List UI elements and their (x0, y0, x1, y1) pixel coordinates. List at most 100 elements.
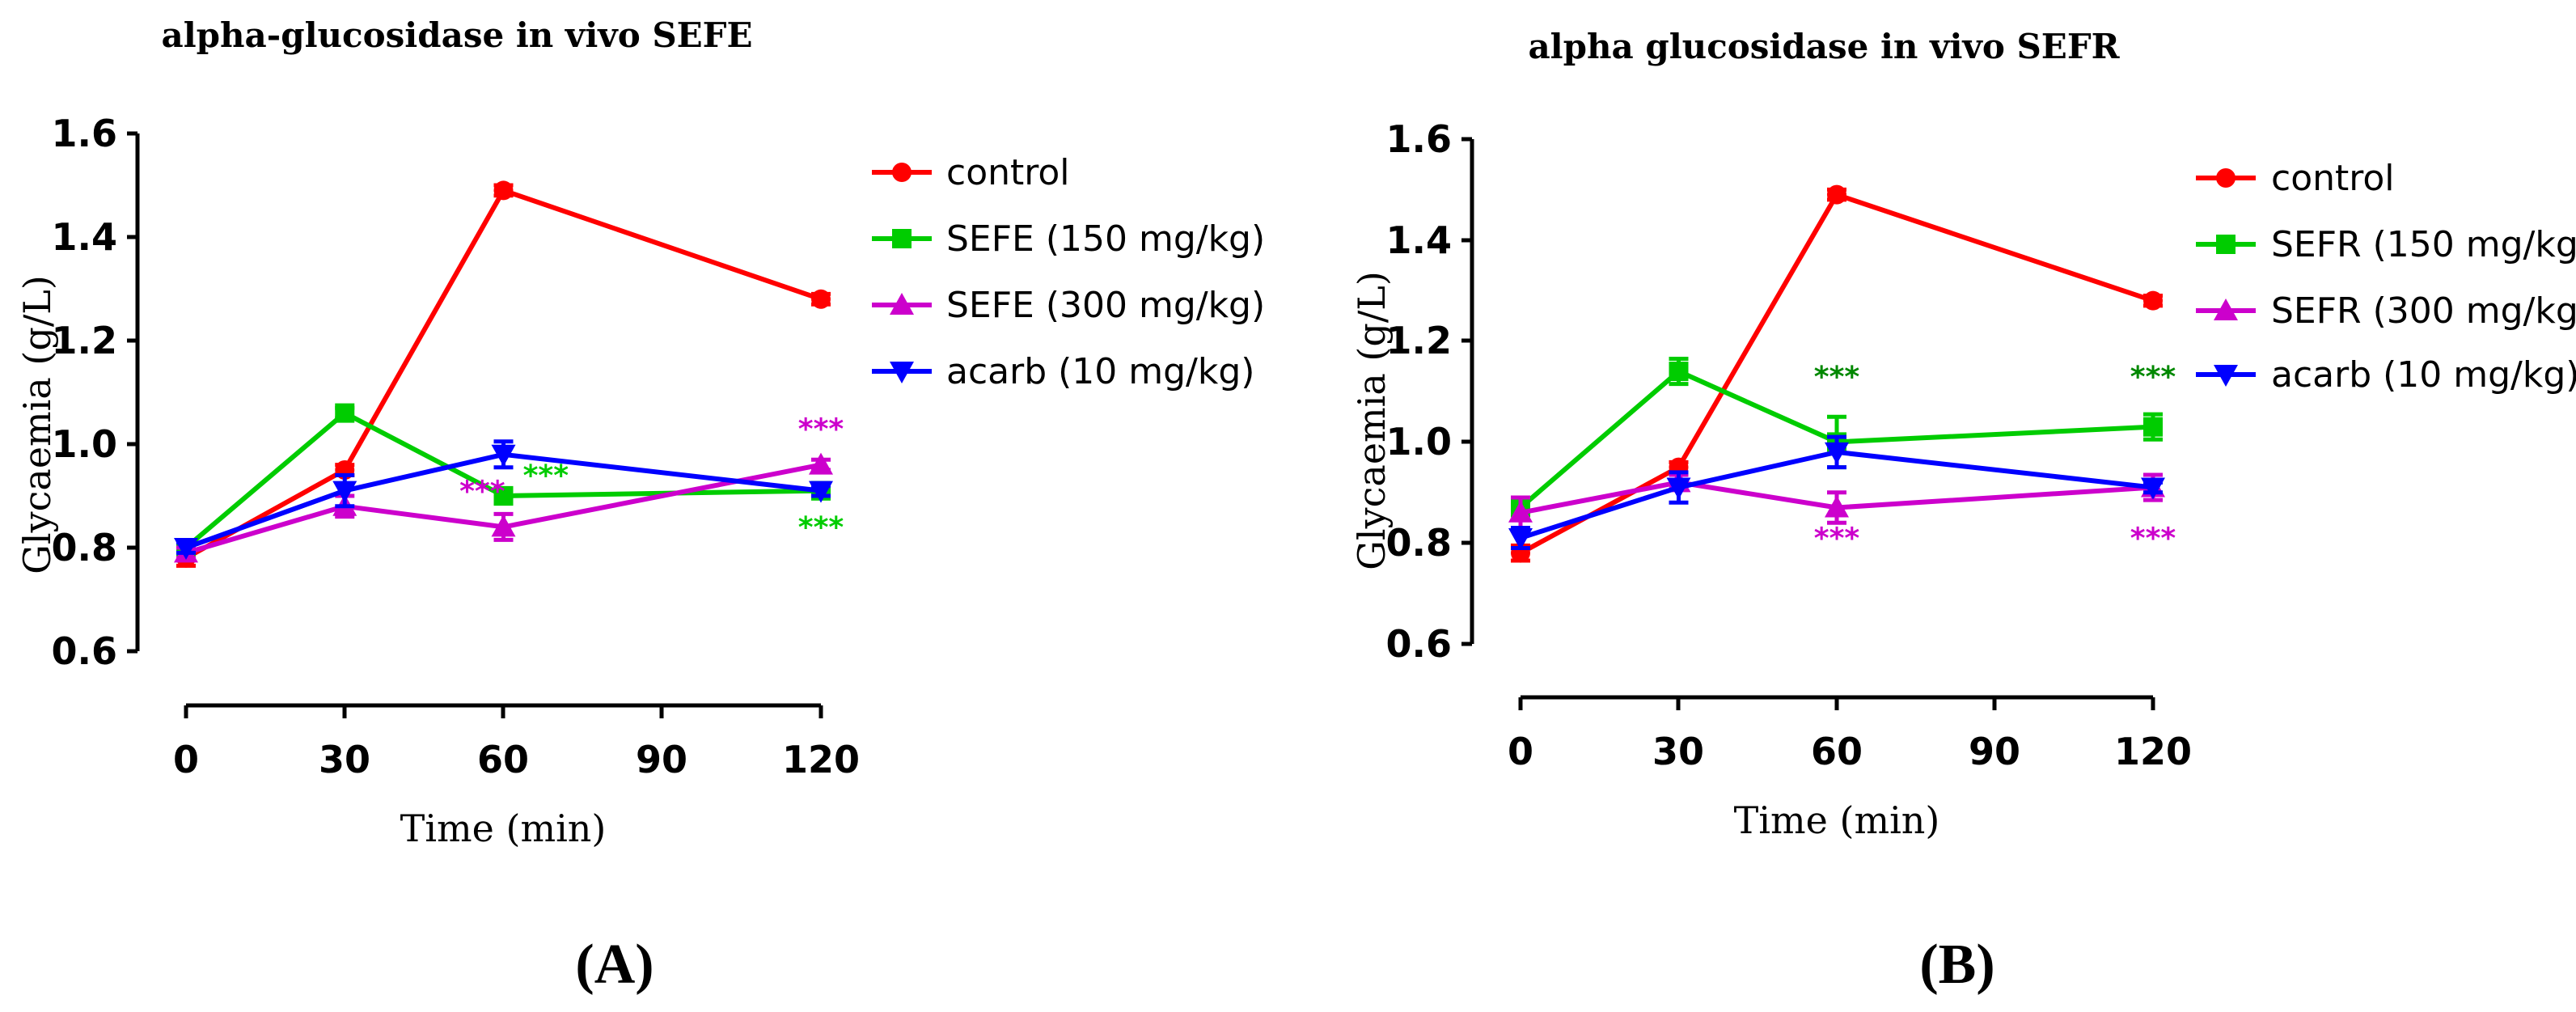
series-acarb-10-mg-kg (174, 439, 833, 560)
y-tick-label: 1.0 (1386, 420, 1453, 464)
legend-item-acarb: acarb (10 mg/kg) (2196, 354, 2576, 396)
data-point-acarb-10-mg-kg-0 (1508, 527, 1533, 550)
chart-title: alpha glucosidase in vivo SEFR (1528, 27, 2120, 66)
data-point-control-120 (811, 289, 831, 309)
x-tick-label: 60 (477, 738, 529, 781)
series-line (184, 188, 822, 561)
series-layer: *** *** *** *** (174, 180, 844, 568)
legend-marker-triangle-up (2214, 299, 2238, 320)
data-point-sefr-150-mg-kg-120 (2143, 417, 2163, 437)
data-point-sefr-300-mg-kg-60 (1825, 495, 1849, 518)
x-axis-label: Time (min) (400, 807, 607, 850)
x-ticks: 0 30 60 90 120 (1508, 697, 2192, 773)
series-line (1520, 449, 2154, 540)
chart-title: alpha-glucosidase in vivo SEFE (161, 15, 752, 55)
legend-label: control (2271, 158, 2395, 199)
legend-marker-triangle-up (890, 293, 914, 315)
legend-marker-square (2216, 235, 2235, 254)
series-acarb-10-mg-kg (1508, 434, 2165, 550)
legend-marker-triangle-down (2214, 365, 2238, 387)
series-line (1520, 480, 2154, 515)
legend-item-sefr-150: SEFR (150 mg/kg) (2196, 224, 2576, 265)
y-ticks: 0.6 0.8 1.0 1.2 1.4 1.6 (1386, 117, 1472, 666)
x-tick-label: 0 (173, 738, 199, 781)
significance-annotation: *** (523, 459, 569, 493)
x-tick-label: 120 (2114, 730, 2192, 773)
data-point-control-120 (2143, 290, 2163, 311)
series-control (176, 180, 831, 568)
data-point-acarb-10-mg-kg-0 (174, 538, 198, 560)
y-ticks: 0.6 0.8 1.0 1.2 1.4 1.6 (52, 112, 137, 673)
data-point-sefe-150-mg-kg-60 (493, 486, 514, 506)
x-tick-label: 0 (1508, 730, 1533, 773)
legend-label: SEFE (300 mg/kg) (946, 285, 1265, 326)
x-tick-label: 90 (1969, 730, 2020, 773)
series-line (185, 462, 822, 556)
legend-item-control: control (2196, 158, 2395, 199)
legend: control SEFR (150 mg/kg) SEFR (300 mg/kg… (2196, 158, 2576, 396)
significance-annotation: *** (1814, 522, 1860, 555)
legend-item-sefe-300: SEFE (300 mg/kg) (872, 285, 1265, 326)
y-tick-label: 1.2 (1386, 319, 1453, 362)
data-point-control-60 (1827, 184, 1846, 205)
data-point-acarb-10-mg-kg-60 (491, 444, 516, 467)
y-tick-label: 1.2 (52, 319, 118, 362)
y-axis-label: Glycaemia (g/L) (15, 275, 59, 574)
data-point-sefe-150-mg-kg-30 (335, 403, 355, 423)
data-point-control-60 (493, 180, 514, 201)
significance-annotation: *** (2130, 522, 2176, 555)
legend-label: SEFR (150 mg/kg) (2271, 224, 2576, 265)
data-point-sefe-300-mg-kg-120 (809, 452, 833, 475)
y-tick-label: 1.6 (1386, 117, 1453, 161)
data-point-acarb-10-mg-kg-120 (2141, 477, 2165, 500)
panel-label: (B) (1919, 934, 1994, 996)
x-tick-label: 90 (636, 738, 687, 781)
data-point-sefr-300-mg-kg-0 (1508, 500, 1533, 523)
x-tick-label: 30 (1652, 730, 1704, 773)
legend-item-control: control (872, 152, 1070, 193)
series-line (184, 451, 822, 550)
y-tick-label: 0.8 (1386, 521, 1453, 565)
chart-panel-a: alpha-glucosidase in vivo SEFE 0.6 0.8 1… (15, 15, 1265, 996)
y-tick-label: 0.8 (52, 526, 118, 570)
y-tick-label: 0.6 (52, 629, 118, 673)
legend: control SEFE (150 mg/kg) SEFE (300 mg/kg… (872, 152, 1265, 392)
y-axis-label: Glycaemia (g/L) (1350, 271, 1394, 570)
significance-annotation: *** (798, 511, 844, 544)
data-point-acarb-10-mg-kg-60 (1825, 442, 1849, 464)
significance-annotation: *** (2130, 361, 2176, 394)
legend-label: acarb (10 mg/kg) (2271, 354, 2576, 396)
data-point-sefr-150-mg-kg-30 (1669, 362, 1689, 382)
panel-label: (A) (575, 934, 654, 996)
legend-marker-triangle-down (890, 362, 914, 383)
x-ticks: 0 30 60 90 120 (173, 705, 860, 781)
chart-panel-b: alpha glucosidase in vivo SEFR 0.6 0.8 1… (1350, 27, 2576, 996)
data-point-acarb-10-mg-kg-120 (809, 481, 833, 503)
legend-item-sefr-300: SEFR (300 mg/kg) (2196, 290, 2576, 332)
legend-marker-circle (2216, 168, 2235, 188)
series-line (1519, 369, 2154, 510)
series-line (184, 410, 822, 550)
legend-marker-circle (892, 163, 912, 182)
legend-label: SEFR (300 mg/kg) (2271, 290, 2576, 332)
legend-label: SEFE (150 mg/kg) (946, 218, 1265, 260)
data-point-acarb-10-mg-kg-30 (332, 481, 357, 503)
legend-label: acarb (10 mg/kg) (946, 351, 1254, 392)
data-point-sefe-300-mg-kg-60 (491, 514, 516, 537)
legend-marker-square (892, 229, 912, 248)
y-tick-label: 1.0 (52, 422, 118, 466)
x-tick-label: 120 (782, 738, 860, 781)
data-point-acarb-10-mg-kg-30 (1666, 477, 1691, 500)
y-tick-label: 0.6 (1386, 622, 1453, 666)
y-tick-label: 1.6 (52, 112, 118, 155)
significance-annotation: *** (1814, 361, 1860, 394)
y-tick-label: 1.4 (52, 215, 118, 259)
legend-item-acarb: acarb (10 mg/kg) (872, 351, 1254, 392)
series-layer: *** *** *** *** (1508, 184, 2176, 563)
significance-annotation: *** (798, 413, 844, 447)
x-tick-label: 30 (319, 738, 370, 781)
x-tick-label: 60 (1811, 730, 1863, 773)
x-axis-label: Time (min) (1734, 798, 1940, 842)
legend-item-sefe-150: SEFE (150 mg/kg) (872, 218, 1265, 260)
